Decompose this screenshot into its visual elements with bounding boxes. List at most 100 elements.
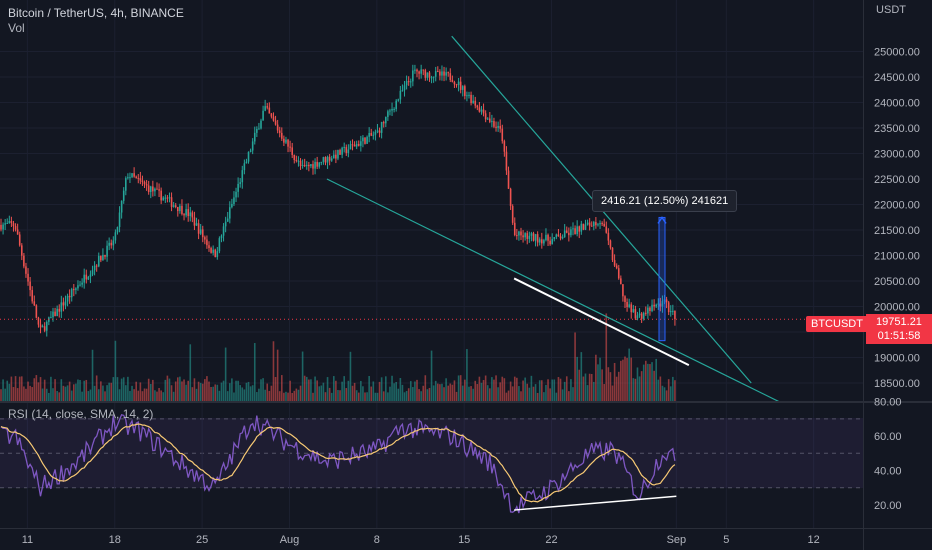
volume-bar (73, 384, 75, 401)
volume-bar (283, 392, 285, 401)
volume-bar (108, 382, 110, 401)
volume-bar (409, 381, 412, 401)
rsi-divergence-line[interactable] (514, 495, 677, 511)
candle-body (52, 311, 54, 318)
channel-trendline[interactable] (326, 178, 814, 419)
rsi-legend[interactable]: RSI (14, close, SMA, 14, 2) (8, 407, 154, 421)
volume-bar (206, 376, 208, 401)
volume-bar (81, 391, 83, 401)
price-tick-label: 23500.00 (874, 123, 920, 135)
candle-body (538, 239, 541, 243)
candle-body (258, 128, 260, 130)
volume-bar (204, 379, 206, 401)
candle-body (474, 100, 477, 106)
volume-bar (611, 385, 614, 401)
volume-bar (470, 386, 472, 401)
candle-body (224, 221, 227, 227)
candle-body (372, 134, 375, 136)
candle-body (364, 137, 366, 144)
candle-body (158, 189, 160, 191)
volume-bar (145, 388, 148, 401)
candle-body (357, 143, 360, 146)
volume-label[interactable]: Vol (8, 21, 25, 35)
volume-bar (565, 376, 568, 401)
volume-bar (412, 387, 414, 401)
candlestick-series[interactable] (0, 64, 676, 337)
volume-bar (0, 389, 2, 401)
candle-body (316, 161, 318, 167)
candle-body (14, 226, 17, 230)
price-tick-label: 19000.00 (874, 353, 920, 365)
candle-body (503, 141, 506, 152)
volume-bar (179, 376, 181, 401)
candle-body (628, 304, 630, 308)
volume-bar (420, 391, 422, 401)
candle-body (166, 197, 169, 199)
candle-body (201, 229, 204, 238)
candle-body (220, 235, 223, 239)
symbol-title[interactable]: Bitcoin / TetherUS, 4h, BINANCE (8, 6, 184, 20)
volume-bar (224, 347, 227, 401)
candle-body (461, 86, 464, 90)
candle-body (247, 151, 250, 162)
last-price-value: 19751.21 (876, 316, 922, 328)
volume-bar (613, 362, 616, 401)
volume-bar (366, 392, 368, 401)
volume-bar (385, 376, 387, 401)
candle-body (545, 234, 547, 241)
price-range-bar[interactable] (658, 216, 666, 342)
volume-bar (220, 382, 223, 401)
price-tick-label: 24500.00 (874, 72, 920, 84)
candle-body (611, 247, 614, 261)
candle-body (543, 240, 545, 244)
volume-bar (303, 375, 306, 401)
volume-bar (437, 383, 439, 401)
candle-body (647, 307, 649, 314)
volume-bar (547, 379, 549, 401)
candle-body (256, 128, 258, 133)
volume-bar (476, 384, 479, 401)
candle-body (651, 304, 653, 312)
candle-body (624, 296, 626, 303)
candle-body (54, 311, 56, 317)
candle-body (674, 310, 676, 320)
volume-bar (403, 392, 406, 401)
candle-body (303, 165, 306, 167)
grid (0, 0, 863, 528)
time-axis[interactable]: 11 18 25 Aug 8 15 22 Sep 5 12 (22, 534, 820, 546)
candle-body (640, 313, 643, 319)
volume-bar (645, 360, 647, 401)
rsi-ma-line[interactable] (0, 423, 676, 503)
candle-body (21, 245, 23, 256)
currency-label[interactable]: USDT (876, 4, 906, 16)
candle-body (276, 124, 279, 131)
time-tick-label: 12 (808, 534, 820, 546)
volume-bar (607, 367, 610, 401)
volume-bar (574, 332, 576, 401)
candle-body (376, 130, 379, 132)
support-trendline[interactable] (513, 277, 690, 367)
candle-body (580, 223, 583, 232)
volume-bar (177, 377, 179, 401)
candle-body (70, 289, 73, 298)
price-range-label[interactable]: 2416.21 (12.50%) 241621 (592, 190, 738, 212)
chart-legend[interactable]: Bitcoin / TetherUS, 4h, BINANCE Vol (8, 6, 184, 36)
volume-bar (310, 379, 312, 401)
volume-bar (114, 340, 117, 401)
volume-bar (339, 390, 341, 401)
volume-bar (528, 387, 531, 401)
volume-bar (39, 377, 42, 401)
rsi-line[interactable] (0, 414, 676, 514)
rsi-pane[interactable] (0, 414, 677, 514)
rsi-axis[interactable]: 80.00 60.00 40.00 20.00 (874, 397, 902, 512)
volume-bar (647, 363, 649, 401)
symbol-price-tag: BTCUSDT (806, 316, 868, 332)
volume-bar (653, 370, 655, 401)
volume-bar (77, 379, 79, 401)
volume-bar (141, 391, 144, 401)
volume-bar (110, 382, 113, 401)
volume-bar (370, 386, 373, 401)
candle-body (457, 81, 460, 86)
candle-body (370, 132, 373, 136)
